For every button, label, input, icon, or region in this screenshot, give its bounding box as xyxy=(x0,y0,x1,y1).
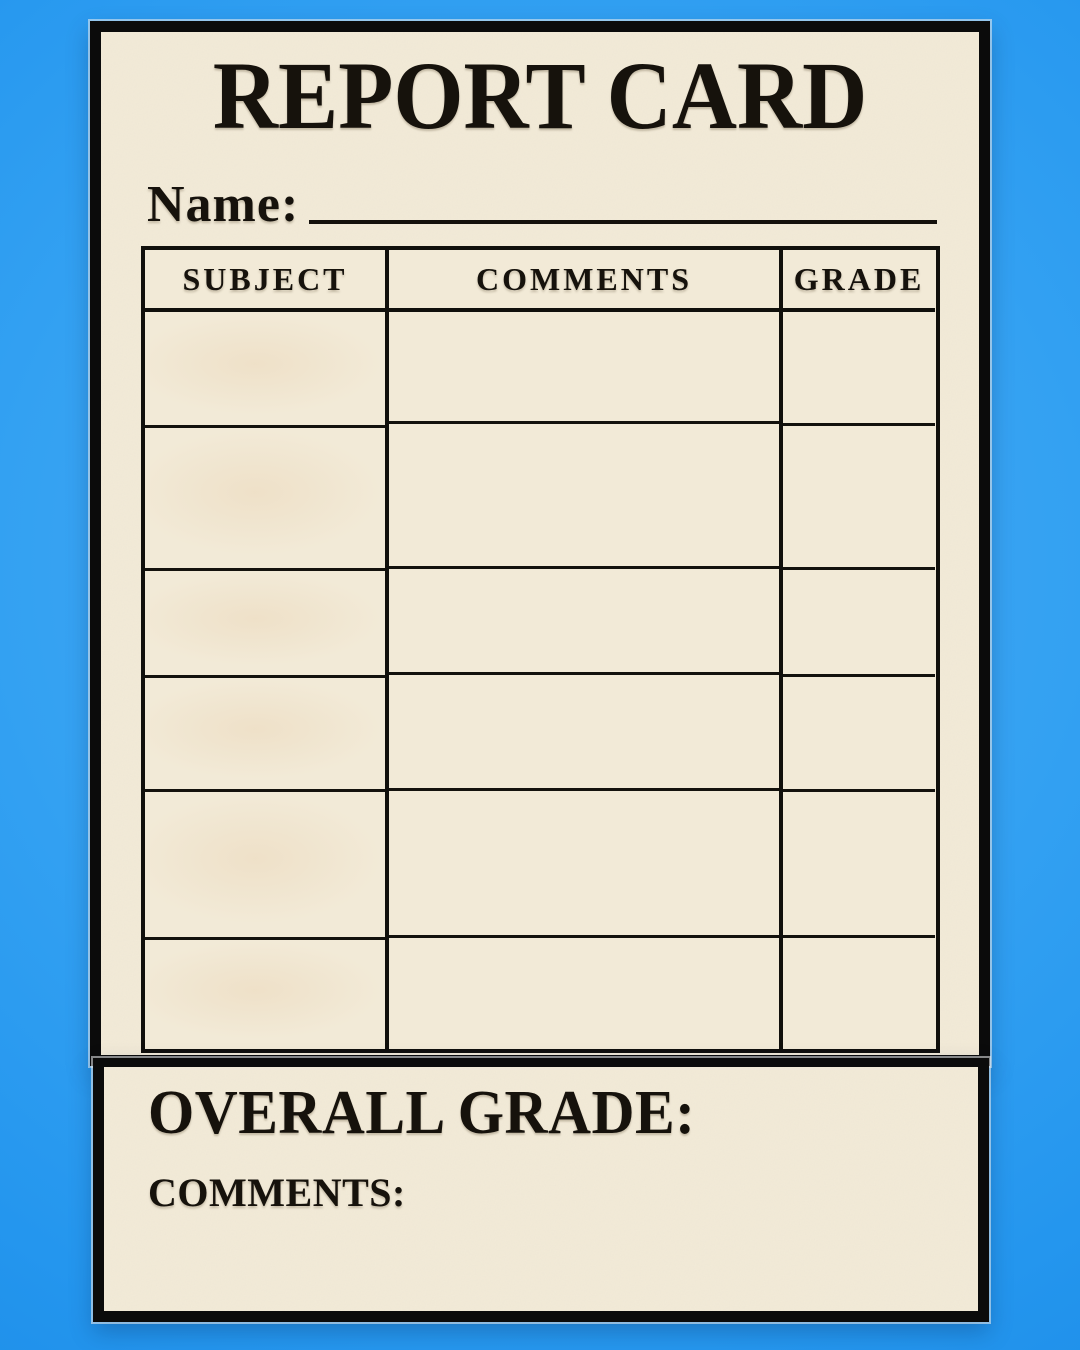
subject-cell[interactable] xyxy=(145,792,385,940)
grade-cell[interactable] xyxy=(783,570,935,677)
comments-cell[interactable] xyxy=(389,312,779,425)
overall-grade-label: OVERALL GRADE: xyxy=(148,1079,696,1147)
comments-cell[interactable] xyxy=(389,675,779,792)
subject-cell[interactable] xyxy=(145,428,385,571)
page-title: REPORT CARD xyxy=(212,42,868,149)
subject-cell[interactable] xyxy=(145,677,385,793)
grade-column: GRADE xyxy=(783,250,935,1049)
comments-header: COMMENTS xyxy=(389,250,779,313)
name-input-line[interactable] xyxy=(309,219,937,224)
comments-cell[interactable] xyxy=(389,569,779,675)
name-row: Name: xyxy=(141,169,939,231)
grade-cell[interactable] xyxy=(783,938,935,1049)
comments-cell[interactable] xyxy=(389,791,779,938)
comments-cell[interactable] xyxy=(389,424,779,569)
name-label: Name: xyxy=(147,175,300,233)
subject-column: SUBJECT xyxy=(145,249,389,1049)
comments-label: COMMENTS: xyxy=(148,1170,406,1216)
grade-header: GRADE xyxy=(783,250,935,313)
subject-header: SUBJECT xyxy=(145,250,385,313)
summary-panel: OVERALL GRADE: COMMENTS: xyxy=(93,1058,989,1322)
subject-cell[interactable] xyxy=(145,939,385,1049)
grade-cell[interactable] xyxy=(783,792,935,938)
subject-cell[interactable] xyxy=(145,570,385,678)
subject-cell[interactable] xyxy=(145,312,385,429)
grades-table: SUBJECT COMMENTS GRADE xyxy=(141,245,940,1053)
report-card-panel: REPORT CARD Name: SUBJECT COMMENTS xyxy=(90,21,990,1066)
comments-cell[interactable] xyxy=(389,938,779,1049)
grade-cell[interactable] xyxy=(783,426,935,570)
grade-cell[interactable] xyxy=(783,677,935,793)
grade-cell[interactable] xyxy=(783,312,935,427)
comments-column: COMMENTS xyxy=(389,249,783,1049)
